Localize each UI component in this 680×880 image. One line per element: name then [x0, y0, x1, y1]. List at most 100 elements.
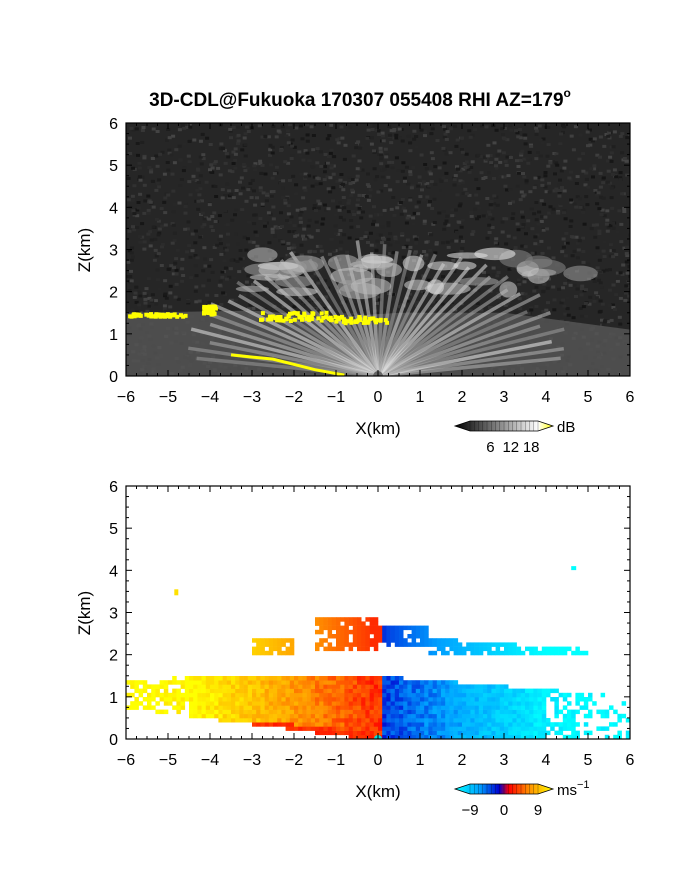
noise-cell	[489, 206, 494, 210]
velocity-cell	[277, 718, 282, 723]
noise-cell	[424, 240, 429, 244]
velocity-cell	[554, 646, 559, 652]
noise-cell	[261, 191, 266, 195]
noise-cell	[153, 299, 158, 303]
noise-cell	[458, 179, 463, 183]
velocity-cell	[621, 713, 627, 719]
noise-cell	[187, 180, 192, 184]
noise-cell	[493, 241, 498, 245]
noise-cell	[492, 202, 497, 206]
noise-cell	[346, 201, 351, 205]
velocity-cell	[541, 697, 547, 702]
velocity-cell	[306, 705, 312, 710]
velocity-cell	[323, 692, 328, 698]
noise-cell	[126, 260, 131, 264]
noise-cell	[598, 270, 603, 274]
velocity-cell	[336, 638, 341, 643]
noise-cell	[363, 235, 368, 239]
velocity-cell	[579, 705, 585, 710]
noise-cell	[209, 225, 214, 229]
velocity-cell	[268, 646, 274, 652]
noise-cell	[495, 203, 500, 207]
noise-cell	[625, 245, 629, 249]
velocity-cell	[499, 734, 505, 739]
velocity-cell	[378, 730, 383, 736]
noise-cell	[132, 212, 137, 216]
velocity-cell	[268, 638, 274, 643]
noise-cell	[156, 233, 161, 237]
noise-cell	[580, 284, 585, 288]
saturated-cell	[341, 317, 346, 322]
velocity-cell	[344, 621, 349, 626]
velocity-cell	[378, 634, 383, 639]
velocity-cell	[487, 646, 492, 652]
noise-cell	[307, 218, 312, 222]
velocity-cell	[369, 718, 375, 723]
velocity-cell	[382, 718, 387, 723]
noise-cell	[484, 125, 489, 129]
noise-cell	[593, 235, 598, 239]
noise-cell	[263, 134, 268, 138]
velocity-cell	[231, 684, 236, 689]
saturated-cell	[309, 314, 314, 319]
velocity-cell	[403, 697, 408, 702]
noise-cell	[586, 144, 590, 148]
noise-cell	[614, 293, 619, 297]
noise-cell	[308, 249, 313, 253]
noise-cell	[292, 305, 297, 309]
velocity-cell	[428, 722, 433, 727]
saturated-cell	[288, 319, 293, 323]
velocity-cell	[445, 709, 450, 715]
noise-cell	[266, 135, 271, 139]
noise-cell	[483, 159, 488, 163]
noise-cell	[171, 210, 176, 214]
saturated-cell	[348, 318, 353, 323]
noise-cell	[375, 239, 380, 243]
noise-cell	[159, 207, 164, 211]
noise-cell	[535, 233, 540, 237]
velocity-ylabel: Z(km)	[75, 591, 94, 635]
velocity-cell	[407, 688, 412, 694]
noise-cell	[625, 136, 630, 140]
noise-cell	[429, 132, 434, 136]
velocity-cell	[407, 680, 412, 685]
velocity-cell	[357, 709, 362, 715]
velocity-cell	[243, 713, 249, 719]
velocity-cell	[462, 713, 467, 719]
velocity-cell	[411, 684, 417, 689]
noise-cell	[166, 193, 171, 197]
velocity-cell	[562, 705, 568, 710]
noise-cell	[343, 143, 348, 147]
noise-cell	[588, 295, 593, 299]
velocity-cell	[256, 680, 261, 685]
noise-cell	[144, 282, 149, 286]
velocity-cell	[357, 688, 362, 694]
noise-cell	[162, 304, 167, 308]
saturated-cell	[183, 313, 188, 318]
noise-cell	[459, 225, 464, 229]
noise-cell	[468, 309, 473, 313]
noise-cell	[372, 205, 376, 209]
noise-cell	[424, 253, 429, 257]
saturated-cell	[132, 314, 137, 319]
velocity-cell	[147, 705, 152, 710]
velocity-cell	[172, 688, 177, 694]
noise-cell	[444, 152, 449, 156]
velocity-cell	[529, 718, 534, 723]
noise-cell	[156, 252, 161, 256]
velocity-cell	[277, 697, 282, 702]
velocity-cell	[357, 642, 362, 647]
velocity-cell	[508, 646, 513, 652]
noise-cell	[454, 239, 459, 243]
noise-cell	[324, 208, 329, 212]
noise-cell	[431, 222, 436, 226]
noise-cell	[545, 286, 550, 290]
noise-cell	[477, 265, 482, 269]
noise-cell	[287, 230, 292, 234]
noise-cell	[356, 211, 361, 215]
velocity-cell	[445, 726, 450, 731]
noise-cell	[532, 212, 537, 216]
noise-cell	[414, 241, 419, 245]
noise-cell	[618, 296, 623, 300]
noise-cell	[553, 172, 557, 176]
